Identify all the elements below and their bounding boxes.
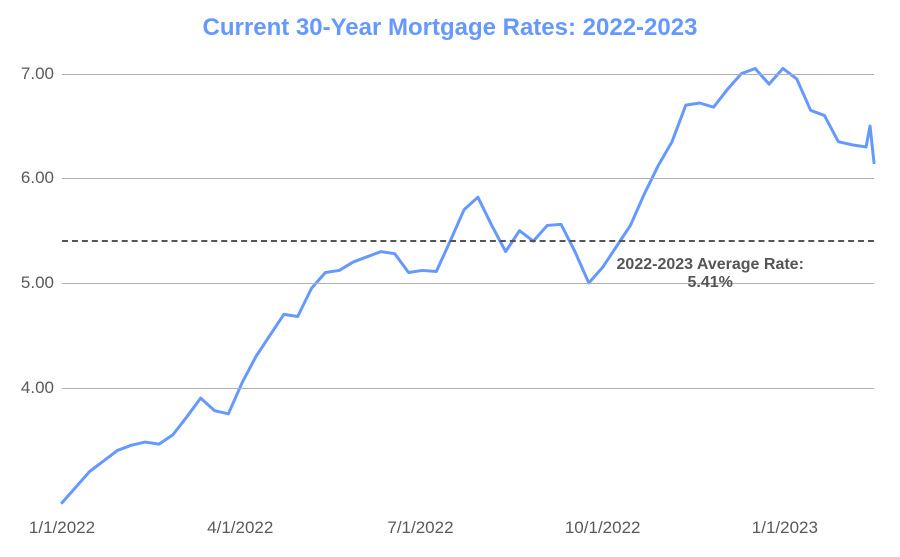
y-tick-label: 4.00 [21, 378, 62, 398]
rate-line [866, 126, 874, 163]
chart-title: Current 30-Year Mortgage Rates: 2022-202… [0, 14, 900, 42]
y-tick-label: 7.00 [21, 64, 62, 84]
x-tick-label: 10/1/2022 [565, 508, 641, 538]
gridline [62, 74, 874, 75]
x-tick-label: 1/1/2023 [752, 508, 818, 538]
average-rate-annotation: 2022-2023 Average Rate: 5.41% [617, 256, 804, 292]
x-tick-label: 4/1/2022 [207, 508, 273, 538]
average-rate-line [62, 240, 874, 242]
x-tick-label: 7/1/2022 [387, 508, 453, 538]
mortgage-rate-chart: Current 30-Year Mortgage Rates: 2022-202… [0, 0, 900, 557]
y-tick-label: 5.00 [21, 273, 62, 293]
y-tick-label: 6.00 [21, 168, 62, 188]
plot-area: 4.005.006.007.001/1/20224/1/20227/1/2022… [62, 58, 874, 508]
gridline [62, 178, 874, 179]
gridline [62, 388, 874, 389]
x-tick-label: 1/1/2022 [29, 508, 95, 538]
